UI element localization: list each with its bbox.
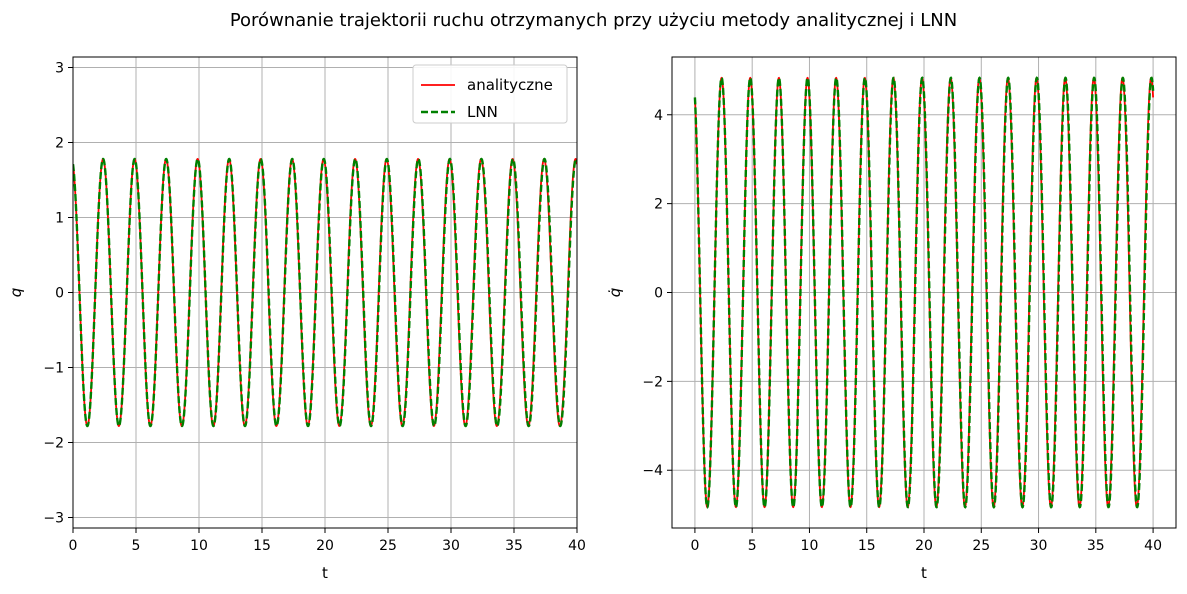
y-tick-label: 4 (654, 108, 663, 124)
series-line-lnn (693, 76, 1155, 509)
y-tick-label: −4 (642, 463, 663, 479)
y-tick-label: 2 (654, 197, 663, 213)
y-tick-label: 2 (55, 136, 64, 152)
x-tick-label: 30 (442, 538, 460, 554)
x-tick-label: 20 (316, 538, 334, 554)
x-tick-label: 0 (69, 538, 78, 554)
subplot-2: 0 5 10 15 20 25 30 35 40 −4 −2 0 2 4 t q̇ (606, 56, 1177, 582)
subplot-1: 0 5 10 15 20 25 30 35 40 −3 −2 −1 0 1 2 3 t q analityczne L… (7, 56, 586, 582)
legend-label-lnn: LNN (467, 103, 498, 121)
x-tick-label: 10 (190, 538, 208, 554)
y-tick-label: 0 (654, 286, 663, 302)
x-tick-label: 35 (505, 538, 523, 554)
x-tick-label: 15 (253, 538, 271, 554)
y-tick-label: −3 (43, 511, 64, 527)
x-tick-label: 5 (748, 538, 757, 554)
x-tick-label: 20 (915, 538, 933, 554)
series-line-lnn (73, 157, 577, 428)
x-tick-label: 25 (972, 538, 990, 554)
x-tick-label: 10 (801, 538, 819, 554)
legend-label-analityczne: analityczne (467, 76, 553, 94)
x-tick-label: 15 (858, 538, 876, 554)
y-tick-label: 0 (55, 286, 64, 302)
legend: analityczne LNN (412, 64, 568, 124)
x-axis-label: t (322, 564, 328, 582)
y-tick-label: 3 (55, 61, 64, 77)
x-tick-label: 0 (690, 538, 699, 554)
y-axis-label: q (7, 288, 25, 298)
y-tick-label: −2 (43, 436, 64, 452)
x-tick-label: 40 (568, 538, 586, 554)
figure-title: Porównanie trajektorii ruchu otrzymanych… (229, 10, 958, 31)
y-axis-label: q̇ (606, 288, 624, 298)
y-tick-label: −2 (642, 374, 663, 390)
x-axis-label: t (921, 564, 927, 582)
x-tick-label: 25 (379, 538, 397, 554)
x-tick-label: 40 (1144, 538, 1162, 554)
y-tick-label: −1 (43, 361, 64, 377)
y-tick-label: 1 (55, 211, 64, 227)
x-tick-label: 30 (1030, 538, 1048, 554)
legend-box (412, 64, 568, 124)
x-tick-label: 5 (132, 538, 141, 554)
x-tick-label: 35 (1087, 538, 1105, 554)
